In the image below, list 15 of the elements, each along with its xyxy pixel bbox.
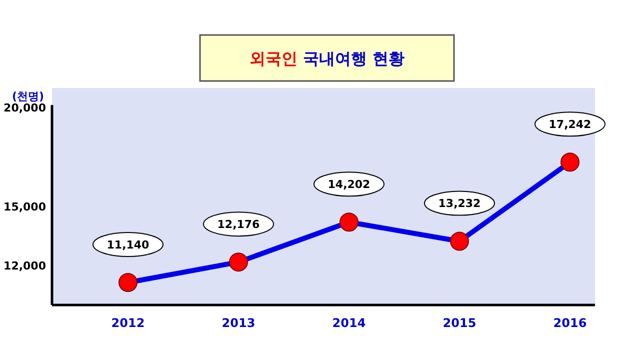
data-label: 14,202 bbox=[328, 178, 370, 192]
data-label: 17,242 bbox=[548, 118, 592, 132]
y-tick-label: 15,000 bbox=[4, 200, 46, 214]
y-axis-title: (천명) bbox=[12, 90, 44, 103]
data-label: 13,232 bbox=[438, 197, 481, 210]
y-tick-label: 20,000 bbox=[4, 102, 46, 115]
x-tick-label: 2014 bbox=[332, 316, 366, 330]
x-tick-label: 2012 bbox=[111, 316, 145, 330]
x-tick-label: 2015 bbox=[442, 316, 476, 330]
data-label: 12,176 bbox=[217, 218, 260, 232]
x-tick-label: 2013 bbox=[222, 316, 256, 330]
chart-title: 외국인 국내여행 현황 bbox=[249, 49, 405, 68]
x-tick-label: 2016 bbox=[553, 316, 587, 330]
y-tick-label: 12,000 bbox=[4, 260, 46, 273]
data-label: 11,140 bbox=[106, 238, 150, 252]
